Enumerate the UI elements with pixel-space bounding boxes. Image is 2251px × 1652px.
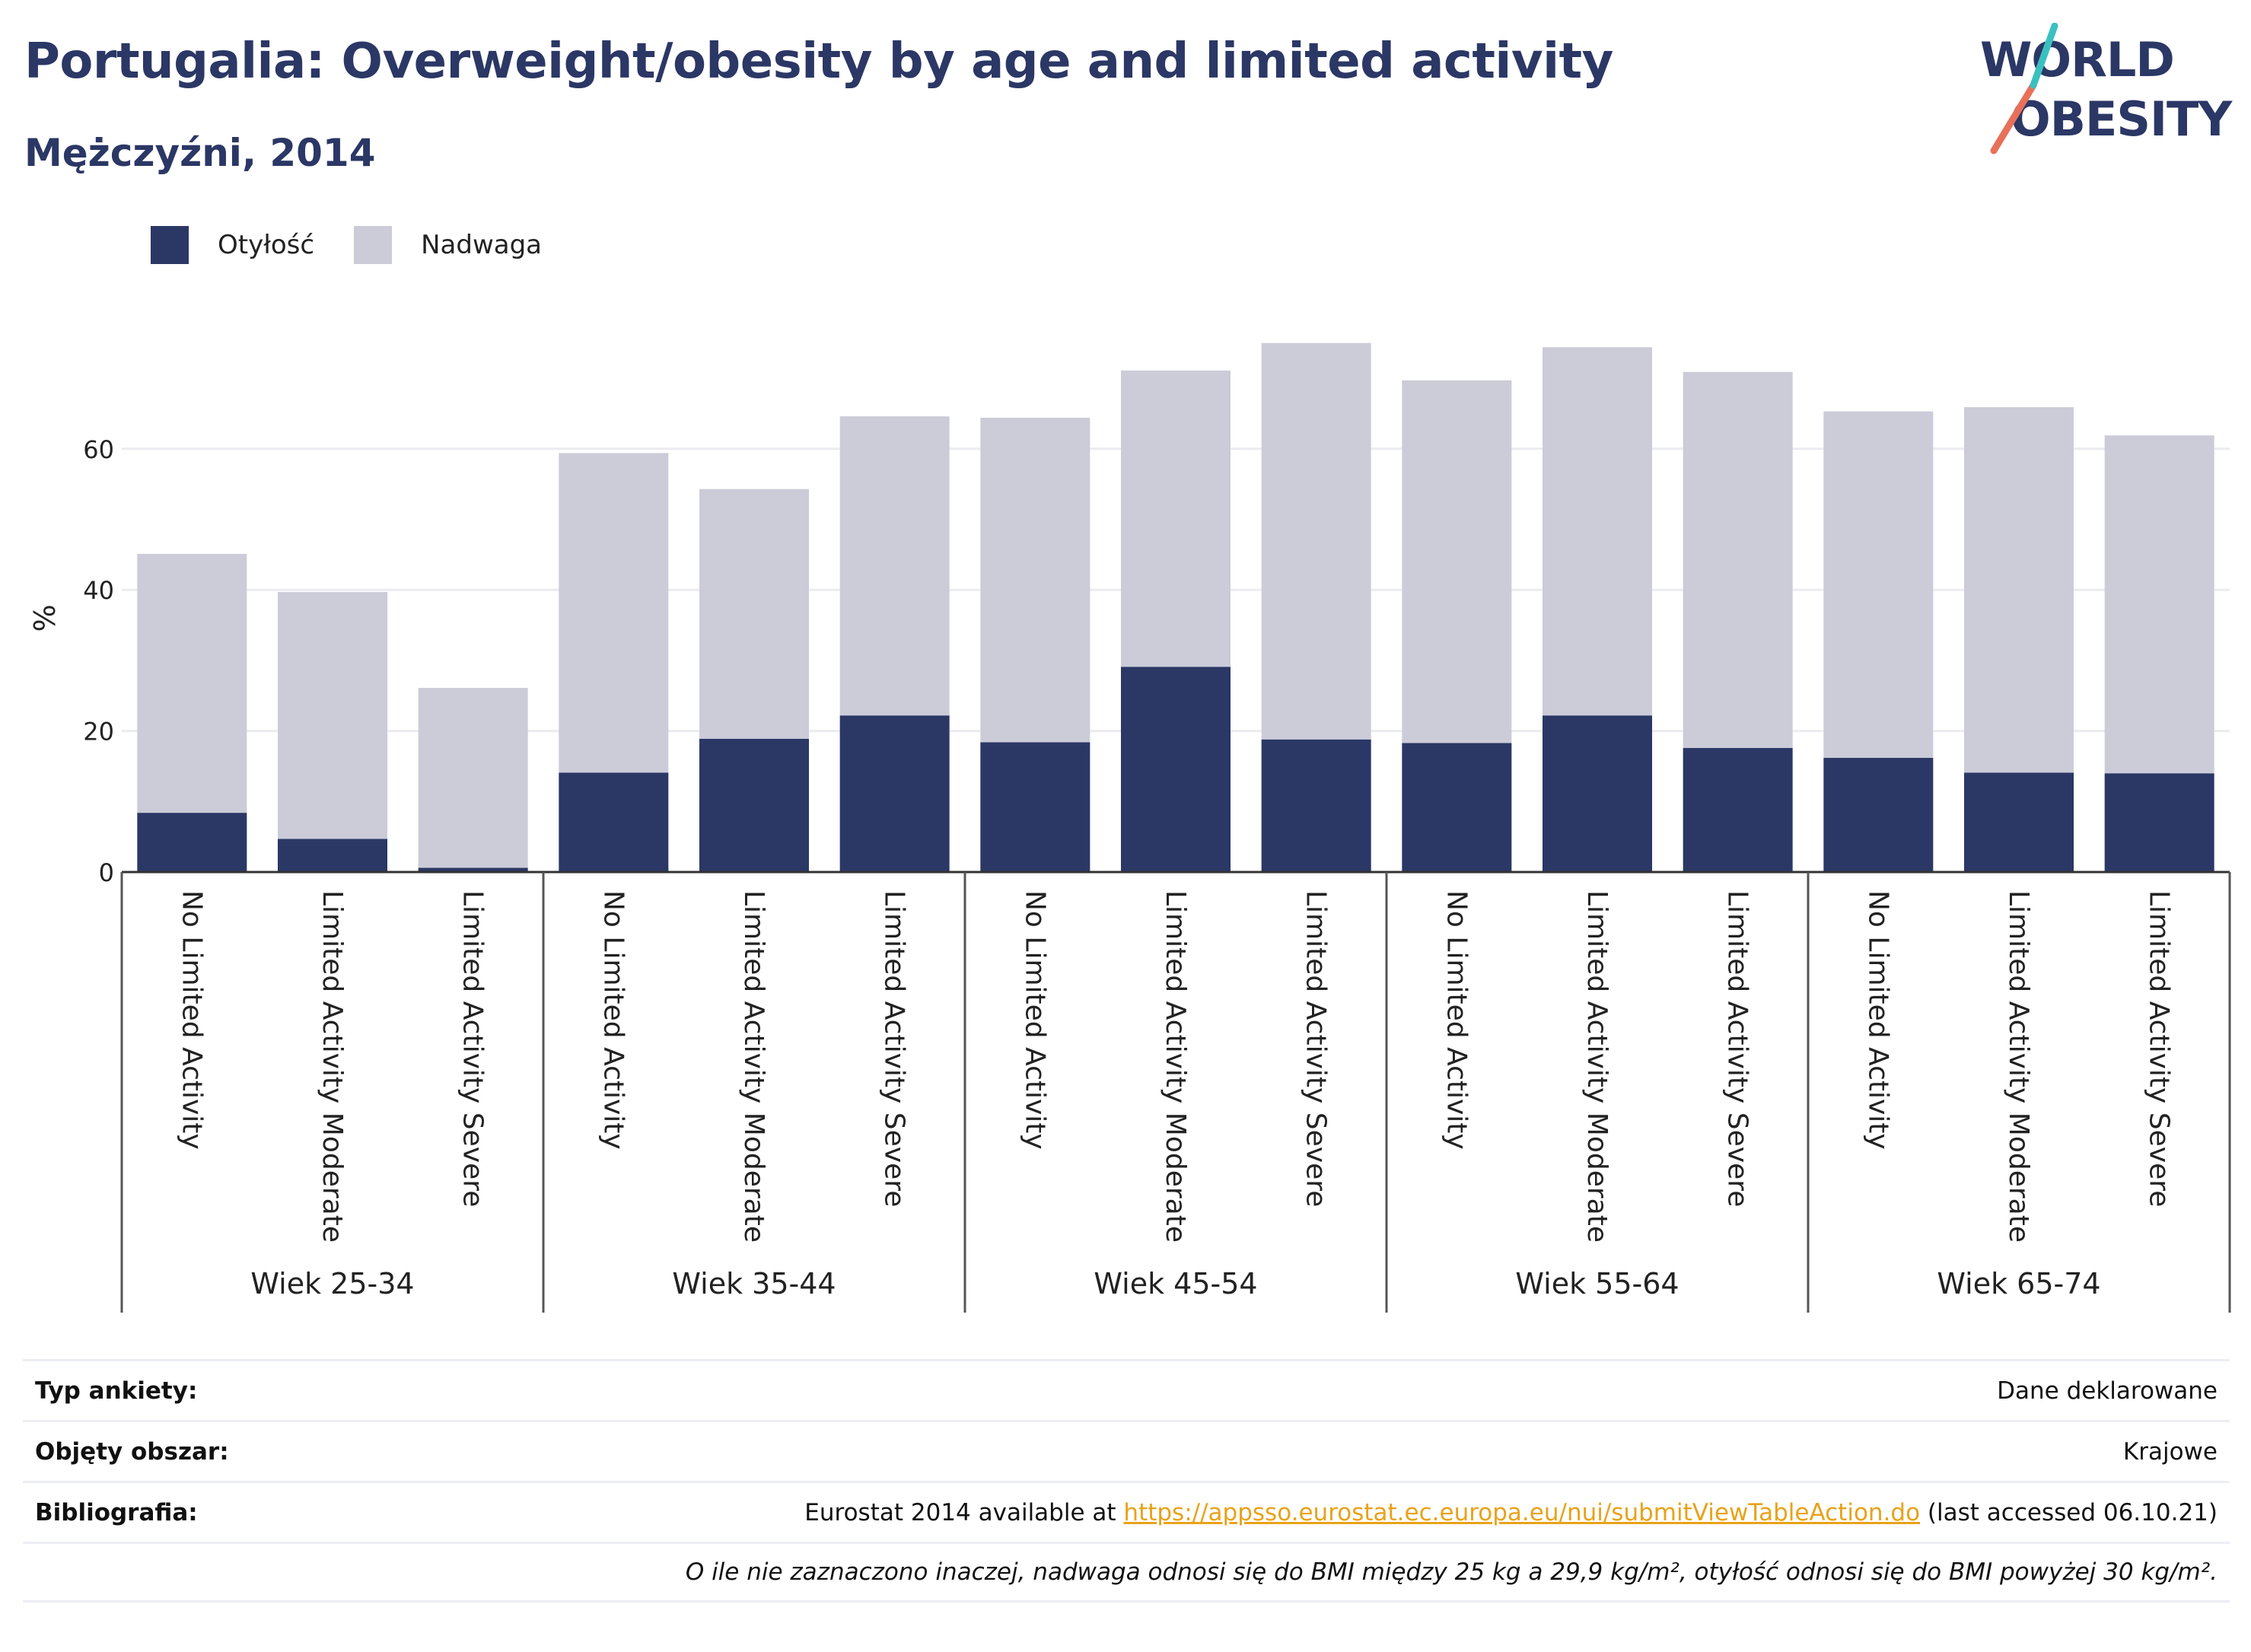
coverage-value: Krajowe <box>2122 1437 2218 1466</box>
x-tick-label: No Limited Activity <box>1441 890 1472 1150</box>
bar-obesity <box>137 813 247 872</box>
bar-obesity <box>1121 667 1231 872</box>
bar-overweight <box>1683 371 1793 748</box>
bar-chart: 0 20 40 60% No Limited Activity Limited Activ… <box>28 342 2231 1313</box>
bibliography-prefix: Eurostat 2014 available at <box>804 1498 1116 1526</box>
bar-overweight <box>1543 347 1652 716</box>
bar-obesity <box>1683 747 1793 872</box>
bar-obesity <box>1402 743 1512 872</box>
bar-obesity <box>980 742 1090 872</box>
x-tick-label: Limited Activity Moderate <box>2003 890 2034 1243</box>
x-tick-label: Limited Activity Severe <box>2144 890 2175 1207</box>
legend-swatch-overweight <box>354 226 393 264</box>
bar-obesity <box>559 772 669 872</box>
coverage-label: Objęty obszar: <box>35 1437 229 1466</box>
bar-obesity <box>278 839 387 872</box>
bar-overweight <box>559 453 669 773</box>
bar-overweight <box>699 489 809 739</box>
info-row-survey-type: Typ ankiety: Dane deklarowane <box>23 1359 2230 1420</box>
chart-subtitle: Mężczyźni, 2014 <box>24 131 376 175</box>
bar-overweight <box>1823 411 1934 758</box>
legend-swatch-obesity <box>151 226 189 264</box>
legend-label-overweight: Nadwaga <box>421 230 543 260</box>
group-label: Wiek 65-74 <box>1937 1267 2100 1300</box>
x-tick-label: Limited Activity Severe <box>1301 890 1332 1207</box>
bar-overweight <box>1964 407 2074 773</box>
world-obesity-logo: WORLD OBESITY <box>1980 23 2233 154</box>
bar-obesity <box>1261 739 1371 872</box>
bibliography-value: Eurostat 2014 available at https://appss… <box>804 1499 2218 1526</box>
x-tick-label: Limited Activity Moderate <box>1581 890 1613 1243</box>
y-tick-label: 20 <box>83 718 114 746</box>
survey-type-label: Typ ankiety: <box>35 1377 198 1405</box>
chart-legend: Otyłość Nadwaga <box>151 225 581 265</box>
bar-overweight <box>980 418 1090 743</box>
bibliography-label: Bibliografia: <box>35 1498 198 1526</box>
y-tick-label: 40 <box>83 576 114 605</box>
chart-title: Portugalia: Overweight/obesity by age an… <box>24 33 1613 90</box>
legend-item-obesity[interactable]: Otyłość <box>151 226 314 264</box>
bar-obesity <box>839 715 950 872</box>
group-label: Wiek 35-44 <box>672 1267 836 1300</box>
survey-type-value: Dane deklarowane <box>1997 1377 2218 1405</box>
info-row-footnote: O ile nie zaznaczono inaczej, nadwaga od… <box>23 1542 2230 1603</box>
legend-label-obesity: Otyłość <box>218 230 315 260</box>
x-tick-label: No Limited Activity <box>597 890 629 1150</box>
bar-overweight <box>1402 380 1512 743</box>
bibliography-suffix: (last accessed 06.10.21) <box>1927 1498 2218 1526</box>
info-table: Typ ankiety: Dane deklarowane Objęty obs… <box>23 1359 2230 1603</box>
x-tick-label: Limited Activity Moderate <box>1160 890 1191 1243</box>
bibliography-link[interactable]: https://appsso.eurostat.ec.europa.eu/nui… <box>1123 1498 1921 1526</box>
bar-obesity <box>1543 715 1652 872</box>
bar-overweight <box>278 591 387 839</box>
x-tick-label: No Limited Activity <box>1019 890 1050 1150</box>
legend-item-overweight[interactable]: Nadwaga <box>354 226 542 264</box>
group-label: Wiek 45-54 <box>1094 1267 1257 1300</box>
x-tick-label: No Limited Activity <box>176 890 207 1150</box>
y-tick-label: 60 <box>83 435 114 464</box>
bar-overweight <box>1121 370 1231 667</box>
bar-overweight <box>2104 435 2214 774</box>
bar-obesity <box>2104 773 2214 872</box>
svg-text:WORLD: WORLD <box>1980 32 2174 88</box>
bar-obesity <box>1823 757 1934 872</box>
x-tick-label: No Limited Activity <box>1862 890 1893 1150</box>
y-axis-title: % <box>28 604 62 632</box>
bar-overweight <box>1261 342 1371 740</box>
bar-obesity <box>1964 772 2074 872</box>
footnote: O ile nie zaznaczono inaczej, nadwaga od… <box>685 1558 2218 1586</box>
y-tick-label: 0 <box>99 858 114 887</box>
info-row-bibliography: Bibliografia: Eurostat 2014 available at… <box>23 1481 2230 1542</box>
svg-text:OBESITY: OBESITY <box>2011 91 2233 147</box>
x-tick-label: Limited Activity Severe <box>457 890 489 1207</box>
bar-overweight <box>839 416 950 716</box>
x-tick-label: Limited Activity Moderate <box>317 890 348 1243</box>
x-tick-label: Limited Activity Severe <box>1722 890 1753 1207</box>
group-label: Wiek 55-64 <box>1515 1267 1679 1300</box>
bar-overweight <box>137 553 247 813</box>
bar-overweight <box>418 688 528 868</box>
x-tick-label: Limited Activity Severe <box>879 890 910 1207</box>
bar-obesity <box>418 867 528 872</box>
x-tick-label: Limited Activity Moderate <box>738 890 769 1243</box>
group-label: Wiek 25-34 <box>250 1267 414 1300</box>
bar-obesity <box>699 738 809 872</box>
info-row-coverage: Objęty obszar: Krajowe <box>23 1420 2230 1481</box>
